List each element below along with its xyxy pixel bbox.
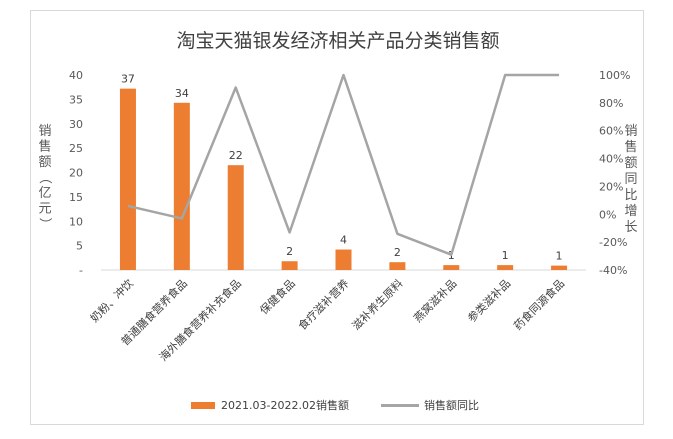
bar — [281, 261, 298, 270]
bar-data-label: 2 — [286, 245, 293, 258]
y-left-tick-label: 30 — [69, 118, 83, 131]
axis-title-char: ） — [37, 217, 52, 230]
line-series — [127, 73, 560, 256]
axis-title-char: 长 — [624, 220, 637, 235]
bar — [443, 265, 460, 270]
y-right-tick-label: -40% — [599, 264, 627, 277]
y-left-tick-label: 10 — [69, 215, 83, 228]
category-label: 奶粉、冲饮 — [87, 276, 136, 325]
category-label: 药食同源食品 — [511, 276, 568, 333]
y-right-tick-label: 0% — [599, 208, 616, 221]
legend-line-label: 销售额同比 — [424, 398, 479, 412]
bar-data-label: 1 — [556, 250, 563, 263]
bar — [173, 102, 190, 270]
y-right-tick-label: 20% — [599, 180, 623, 193]
axis-title-char: 售 — [38, 139, 51, 155]
y-left-tick-label: 35 — [69, 93, 83, 106]
bar — [389, 262, 406, 270]
category-label: 滋补养生原料 — [349, 276, 406, 333]
axis-title-char: （ — [37, 171, 52, 184]
y-right-tick-label: 40% — [599, 153, 623, 166]
y-left-tick-label: 25 — [69, 142, 83, 155]
y-left-ticks: - 5 10 15 20 25 30 35 40 — [69, 69, 83, 277]
category-label: 食疗滋补营养 — [295, 276, 352, 333]
category-label: 燕窝滋补品 — [411, 276, 460, 325]
bar — [227, 165, 244, 270]
y-left-tick-label: - — [79, 264, 83, 277]
bar — [497, 265, 514, 270]
legend: 2021.03-2022.02销售额 销售额同比 — [191, 398, 479, 412]
y-right-tick-label: 100% — [599, 69, 630, 82]
bar-data-label: 1 — [502, 249, 509, 262]
growth-line — [127, 73, 560, 256]
legend-bar-label: 2021.03-2022.02销售额 — [221, 398, 349, 412]
bar-data-label: 34 — [175, 87, 189, 100]
bar-data-label: 4 — [340, 234, 347, 247]
bar — [119, 88, 136, 271]
axis-title-char: 元 — [38, 202, 51, 217]
axis-title-char: 售 — [624, 139, 637, 155]
y-left-tick-label: 20 — [69, 167, 83, 180]
axis-title-char: 额 — [38, 155, 51, 170]
legend-bar-swatch — [191, 402, 215, 409]
axis-title-char: 销 — [624, 124, 637, 139]
y-left-tick-label: 15 — [69, 191, 83, 204]
y-right-tick-label: 60% — [599, 125, 623, 138]
bar — [551, 265, 568, 270]
y-left-tick-label: 40 — [69, 69, 83, 82]
bar — [335, 249, 352, 270]
y-right-ticks: -40% -20% 0% 20% 40% 60% 80% 100% — [599, 69, 630, 277]
category-label: 参类滋补品 — [464, 276, 513, 325]
chart-title: 淘宝天猫银发经济相关产品分类销售额 — [176, 30, 499, 52]
bar-series — [119, 88, 568, 271]
axis-title-char: 增 — [624, 204, 637, 219]
y-left-tick-label: 5 — [76, 240, 83, 253]
axis-title-char: 销 — [38, 124, 51, 139]
chart-frame: 淘宝天猫银发经济相关产品分类销售额 -5 10 15 20 25 30 35 40 -40% -… — [30, 10, 644, 425]
bar-data-label: 37 — [121, 73, 135, 86]
bar-data-label: 2 — [394, 246, 401, 259]
axis-title-char: 亿 — [38, 186, 51, 201]
axis-title-char: 同 — [624, 172, 637, 187]
bar-data-label: 22 — [229, 149, 243, 162]
category-labels: 奶粉、冲饮普通膳食营养食品海外膳食营养补充食品 保健食品食疗滋补营养滋补养生原料燕… — [87, 276, 567, 364]
y-right-tick-label: 80% — [599, 97, 623, 110]
category-label: 保健食品 — [257, 276, 298, 317]
y-axis-title-left: 销售额（ 亿元） — [37, 124, 52, 231]
y-right-tick-label: -20% — [599, 236, 627, 249]
axis-title-char: 额 — [624, 156, 637, 171]
axis-title-char: 比 — [624, 188, 637, 203]
